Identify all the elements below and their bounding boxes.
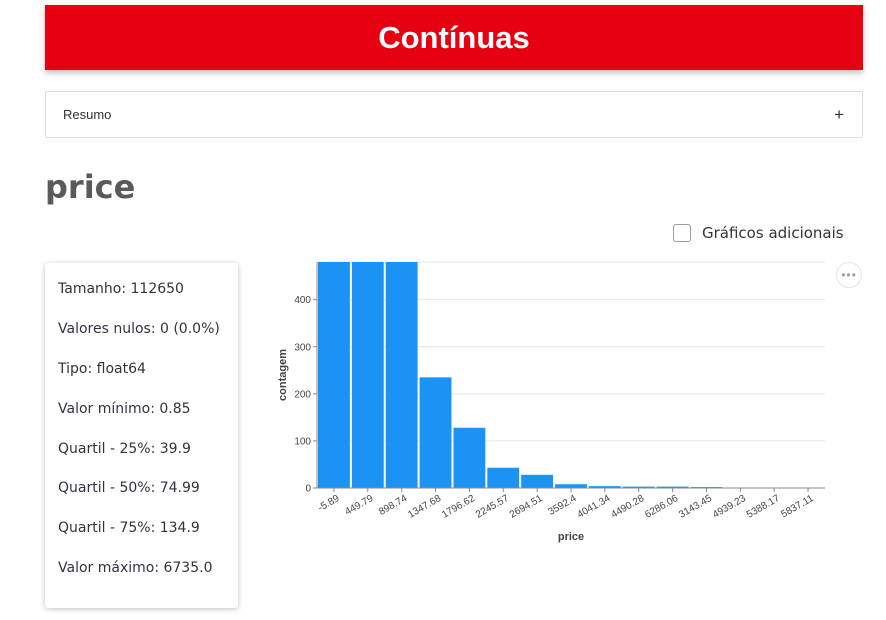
x-tick-label: 5388.17 xyxy=(745,493,782,521)
histogram-bar xyxy=(487,467,520,488)
x-tick-label: 1347.68 xyxy=(406,493,443,521)
summary-expander[interactable]: Resumo + xyxy=(45,91,863,138)
header-title: Contínuas xyxy=(378,19,530,55)
x-tick-label: -5.89 xyxy=(316,493,342,514)
histogram-bar xyxy=(419,377,452,488)
histogram-bar xyxy=(385,262,418,488)
checkbox-label: Gráficos adicionais xyxy=(702,224,844,242)
x-axis-title: price xyxy=(558,531,584,543)
x-tick-label: 3143.45 xyxy=(677,493,714,521)
additional-charts-checkbox[interactable]: Gráficos adicionais xyxy=(673,224,844,242)
histogram-bar xyxy=(656,486,689,488)
y-tick-label: 200 xyxy=(294,389,311,400)
page-header: Contínuas xyxy=(45,5,863,70)
more-horizontal-icon[interactable]: ••• xyxy=(836,262,862,288)
histogram-bar xyxy=(622,486,655,488)
x-tick-label: 2245.57 xyxy=(474,493,511,521)
y-axis-title: contagem xyxy=(277,349,289,401)
stat-q75: Quartil - 75%: 134.9 xyxy=(58,520,200,536)
y-tick-label: 0 xyxy=(305,484,311,495)
histogram-bar xyxy=(521,474,554,488)
x-tick-label: 6286.06 xyxy=(643,493,680,521)
x-tick-label: 2694.51 xyxy=(508,493,545,521)
y-tick-label: 100 xyxy=(294,436,311,447)
stat-q25: Quartil - 25%: 39.9 xyxy=(58,441,191,457)
stat-q50: Quartil - 50%: 74.99 xyxy=(58,480,200,496)
x-tick-label: 4490.28 xyxy=(609,493,646,521)
x-tick-label: 4041.34 xyxy=(576,493,613,521)
histogram-bar xyxy=(453,427,486,488)
histogram-svg: 0 100 200 300 400 -5.89 449.79 898.741347.68179… xyxy=(277,261,825,543)
y-tick-label: 300 xyxy=(294,342,311,353)
histogram-chart: 0 100 200 300 400 -5.89 449.79 898.74 1347.68 179… xyxy=(270,255,870,555)
x-tick-label: 898.74 xyxy=(377,493,409,518)
stat-nulls: Valores nulos: 0 (0.0%) xyxy=(58,321,220,337)
expander-label: Resumo xyxy=(63,107,112,122)
y-tick-label: 400 xyxy=(294,295,311,306)
variable-title: price xyxy=(45,168,136,206)
stat-min: Valor mínimo: 0.85 xyxy=(58,401,191,417)
histogram-bar xyxy=(588,486,621,488)
plus-icon: + xyxy=(834,105,844,124)
histogram-bar xyxy=(318,262,350,488)
x-tick-label: 5837.11 xyxy=(779,493,816,520)
x-tick-label: 449.79 xyxy=(343,493,375,518)
checkbox-box[interactable] xyxy=(673,224,691,242)
stat-max: Valor máximo: 6735.0 xyxy=(58,560,213,576)
stat-size: Tamanho: 112650 xyxy=(58,281,184,297)
stats-card: Tamanho: 112650 Valores nulos: 0 (0.0%) … xyxy=(45,263,238,608)
x-tick-label: 3592.4 xyxy=(547,493,579,518)
x-tick-label: 1796.62 xyxy=(440,493,477,521)
stat-type: Tipo: float64 xyxy=(58,361,146,377)
x-tick-label: 4939.23 xyxy=(711,493,748,521)
histogram-bar xyxy=(351,262,384,488)
histogram-bar xyxy=(555,484,587,488)
